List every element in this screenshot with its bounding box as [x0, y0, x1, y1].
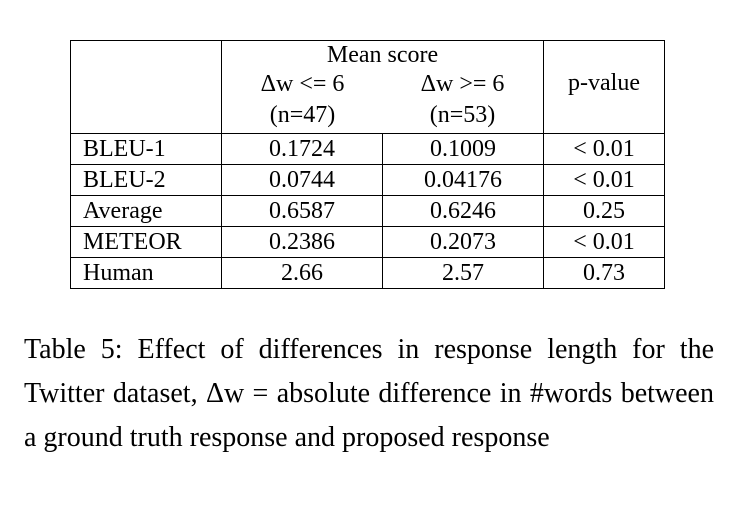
cell-col1: 0.6587	[221, 195, 383, 227]
row-label: METEOR	[70, 226, 222, 258]
header-col1-n: (n=47)	[269, 102, 336, 128]
cell-col3: 0.25	[543, 195, 665, 227]
table-row: BLEU-2 0.0744 0.04176 < 0.01	[70, 164, 665, 196]
header-pvalue-label: p-value	[568, 70, 640, 96]
cell-col3: < 0.01	[543, 164, 665, 196]
header-col1-label: Δw <= 6	[260, 71, 345, 97]
cell-col1: 2.66	[221, 257, 383, 289]
table-row: Average 0.6587 0.6246 0.25	[70, 195, 665, 227]
table-row: BLEU-1 0.1724 0.1009 < 0.01	[70, 133, 665, 165]
cell-col3: 0.73	[543, 257, 665, 289]
header-col1: Δw <= 6 (n=47)	[230, 69, 375, 131]
results-table: Mean score Δw <= 6 (n=47) Δw >= 6 (n=53)	[70, 40, 665, 289]
cell-col1: 0.2386	[221, 226, 383, 258]
row-label: BLEU-2	[70, 164, 222, 196]
header-pvalue-cell: p-value	[543, 40, 665, 134]
cell-col2: 2.57	[382, 257, 544, 289]
table-row: Human 2.66 2.57 0.73	[70, 257, 665, 289]
cell-col2: 0.6246	[382, 195, 544, 227]
header-empty-cell	[70, 40, 222, 134]
header-col2-n: (n=53)	[429, 102, 496, 128]
table-caption: Table 5: Effect of differences in respon…	[24, 334, 714, 453]
cell-col2: 0.04176	[382, 164, 544, 196]
mean-score-label: Mean score	[326, 42, 439, 68]
cell-col1: 0.0744	[221, 164, 383, 196]
header-col2: Δw >= 6 (n=53)	[390, 69, 535, 131]
row-label: Human	[70, 257, 222, 289]
table-header-row: Mean score Δw <= 6 (n=47) Δw >= 6 (n=53)	[70, 40, 665, 134]
cell-col1: 0.1724	[221, 133, 383, 165]
header-col2-label: Δw >= 6	[420, 71, 505, 97]
cell-col3: < 0.01	[543, 133, 665, 165]
cell-col2: 0.2073	[382, 226, 544, 258]
results-table-container: Mean score Δw <= 6 (n=47) Δw >= 6 (n=53)	[70, 40, 665, 289]
cell-col2: 0.1009	[382, 133, 544, 165]
cell-col3: < 0.01	[543, 226, 665, 258]
header-mean-score-cell: Mean score Δw <= 6 (n=47) Δw >= 6 (n=53)	[221, 40, 544, 134]
row-label: BLEU-1	[70, 133, 222, 165]
row-label: Average	[70, 195, 222, 227]
table-row: METEOR 0.2386 0.2073 < 0.01	[70, 226, 665, 258]
